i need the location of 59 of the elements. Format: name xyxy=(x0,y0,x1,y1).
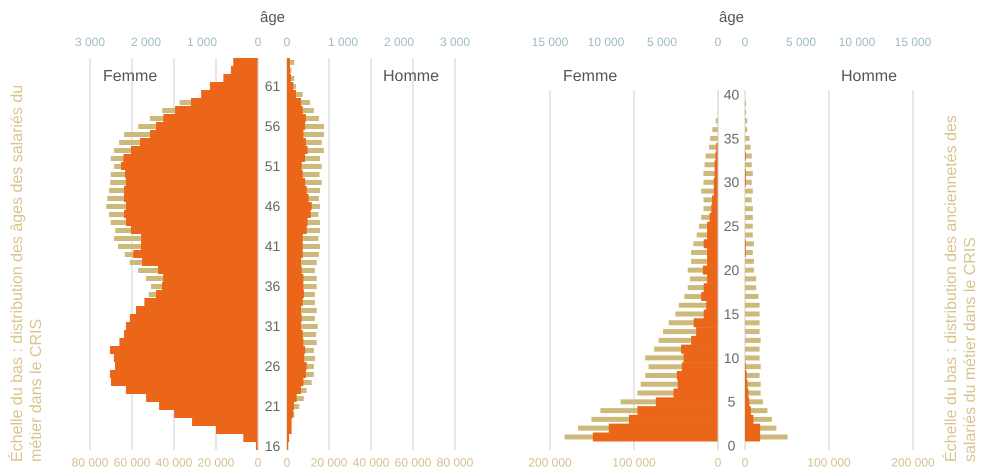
y-tick-label: 10 xyxy=(724,350,740,366)
x-tick-label: 40 000 xyxy=(156,456,193,470)
y-tick-label: 36 xyxy=(264,278,280,294)
x2-tick-label: 15 000 xyxy=(532,35,569,49)
y-tick-label: 56 xyxy=(264,118,280,134)
y-tick-label: 20 xyxy=(724,262,740,278)
x2-tick-label: 3 000 xyxy=(74,35,106,49)
x-tick-label: 0 xyxy=(742,456,749,470)
x2-tick-label: 10 000 xyxy=(838,35,876,49)
y-tick-label: 31 xyxy=(264,318,280,334)
x2-tick-label: 0 xyxy=(254,35,262,49)
x-tick-label: 200 000 xyxy=(528,456,572,470)
x2-tick-label: 2 000 xyxy=(384,35,414,49)
x-tick-label: 60 000 xyxy=(394,456,432,470)
text: Échelle du bas : distribution des anciennetés des salariés du métier dans le CRIS xyxy=(942,114,980,462)
y-axis-title: âge xyxy=(718,9,746,26)
chart-title: Homme xyxy=(841,68,898,86)
y-tick-label: 25 xyxy=(724,218,740,234)
y-axis-title: âge xyxy=(258,9,286,26)
x2-tick-label: 3 000 xyxy=(440,35,470,49)
text: Femme xyxy=(103,68,158,86)
x-tick-label: 100 000 xyxy=(807,456,852,470)
y-tick-label: 21 xyxy=(264,398,280,414)
y-tick-label: 40 xyxy=(724,86,740,102)
x2-tick-label: 0 xyxy=(742,35,749,49)
x-tick-label: 60 000 xyxy=(114,456,151,470)
y-tick-label: 16 xyxy=(264,438,280,454)
x-tick-label: 80 000 xyxy=(72,456,109,470)
y-tick-label: 61 xyxy=(264,78,280,94)
x2-tick-label: 15 000 xyxy=(894,35,932,49)
text: Homme xyxy=(383,68,440,86)
y-tick-label: 30 xyxy=(724,174,740,190)
y-tick-label: 46 xyxy=(264,198,280,214)
y-tick-label: 15 xyxy=(724,306,740,322)
x2-tick-label: 0 xyxy=(284,35,291,49)
y-tick-label: 0 xyxy=(728,438,736,454)
x-tick-label: 0 xyxy=(254,456,262,470)
x2-tick-label: 1 000 xyxy=(186,35,218,49)
x2-tick-label: 5 000 xyxy=(786,35,816,49)
x-tick-label: 80 000 xyxy=(436,456,474,470)
y-tick-label: 5 xyxy=(728,394,736,410)
x-tick-label: 100 000 xyxy=(612,456,656,470)
text: Échelle du bas : distribution des âges des salariés du métier dans le CRIS xyxy=(8,84,46,462)
y-tick-label: 41 xyxy=(264,238,280,254)
y-tick-label: 35 xyxy=(724,130,740,146)
y-tick-label: 51 xyxy=(264,158,280,174)
x2-tick-label: 5 000 xyxy=(646,35,678,49)
x-tick-label: 0 xyxy=(284,456,291,470)
x-tick-label: 20 000 xyxy=(310,456,348,470)
x2-tick-label: 1 000 xyxy=(328,35,358,49)
x-tick-label: 200 000 xyxy=(891,456,936,470)
x-tick-label: 0 xyxy=(714,456,722,470)
x2-tick-label: 10 000 xyxy=(588,35,625,49)
x2-tick-label: 0 xyxy=(714,35,722,49)
x-tick-label: 20 000 xyxy=(198,456,235,470)
x-tick-label: 40 000 xyxy=(352,456,390,470)
x2-tick-label: 2 000 xyxy=(130,35,162,49)
y-tick-label: 26 xyxy=(264,358,280,374)
chart-title: Femme xyxy=(563,68,618,86)
